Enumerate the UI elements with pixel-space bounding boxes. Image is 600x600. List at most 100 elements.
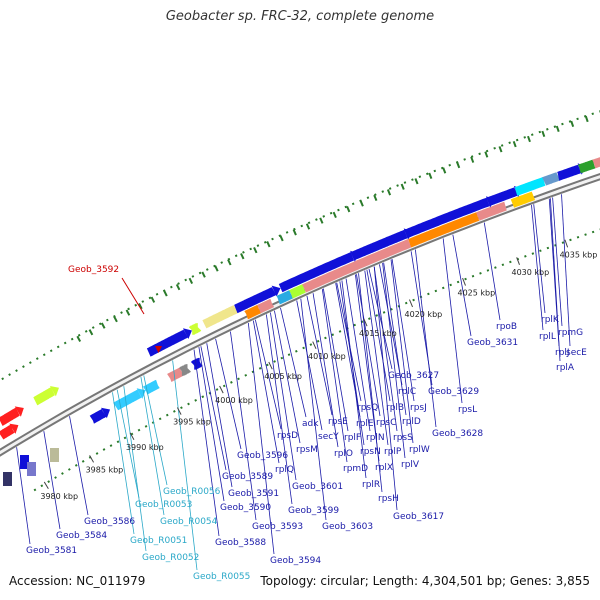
feature-block[interactable] xyxy=(257,298,275,314)
feature-label[interactable]: Geob_3594 xyxy=(270,556,321,566)
leader-line xyxy=(391,259,415,402)
feature-label[interactable]: Geob_3586 xyxy=(84,517,135,527)
leader-line xyxy=(143,375,168,486)
feature-label[interactable]: rpmG xyxy=(558,328,583,338)
feature-label[interactable]: Geob_3628 xyxy=(432,429,483,439)
feature-label[interactable]: secY xyxy=(318,432,339,442)
feature-label[interactable]: rpsJ xyxy=(410,403,427,413)
feature-block[interactable] xyxy=(146,329,188,357)
feature-block[interactable] xyxy=(27,462,36,476)
feature-label[interactable]: Geob_3601 xyxy=(292,482,343,492)
feature-block[interactable] xyxy=(592,157,600,169)
feature-block[interactable] xyxy=(557,164,582,181)
leader-line xyxy=(198,347,225,502)
feature-label[interactable]: Geob_R0054 xyxy=(160,517,218,527)
feature-block[interactable] xyxy=(476,201,507,221)
feature-block[interactable] xyxy=(302,239,412,293)
dot-ring-mark xyxy=(470,156,475,163)
feature-label[interactable]: rplJ xyxy=(555,348,570,358)
feature-label[interactable]: rplX xyxy=(375,463,393,473)
feature-block[interactable] xyxy=(179,364,191,376)
feature-block[interactable] xyxy=(20,455,29,469)
feature-block[interactable] xyxy=(577,159,596,174)
feature-label[interactable]: Geob_3631 xyxy=(467,338,518,348)
feature-label[interactable]: rplQ xyxy=(275,465,294,475)
feature-label[interactable]: Geob_3584 xyxy=(56,531,107,541)
feature-label[interactable]: Geob_3596 xyxy=(237,451,288,461)
feature-block[interactable] xyxy=(404,197,490,239)
feature-label[interactable]: rplR xyxy=(362,480,380,490)
feature-label[interactable]: Geob_R0055 xyxy=(193,572,250,582)
feature-label[interactable]: Geob_3588 xyxy=(215,538,266,548)
feature-label[interactable]: rplF xyxy=(344,433,361,443)
feature-label[interactable]: Geob_3603 xyxy=(322,522,373,532)
feature-label[interactable]: rpsL xyxy=(458,405,477,415)
feature-block[interactable] xyxy=(0,424,15,440)
feature-label[interactable]: rpsE xyxy=(328,417,348,427)
feature-block[interactable] xyxy=(33,387,55,406)
feature-label[interactable]: Geob_3589 xyxy=(222,472,273,482)
feature-label[interactable]: rpsC xyxy=(376,418,396,428)
feature-block[interactable] xyxy=(167,367,185,382)
feature-block[interactable] xyxy=(188,323,202,335)
feature-label[interactable]: Geob_3590 xyxy=(220,503,271,513)
feature-block[interactable] xyxy=(0,407,20,426)
feature-label[interactable]: Geob_3599 xyxy=(288,506,339,516)
feature-label[interactable]: rpsS xyxy=(393,433,413,443)
feature-block[interactable] xyxy=(89,409,107,424)
feature-label[interactable]: rplP xyxy=(384,447,402,457)
feature-label[interactable]: rpsN xyxy=(360,447,381,457)
tick-label: 3985 kbp xyxy=(86,465,124,474)
feature-label[interactable]: Geob_R0051 xyxy=(130,536,187,546)
feature-label[interactable]: rplW xyxy=(409,445,430,455)
feature-label[interactable]: rpsH xyxy=(378,494,399,504)
feature-label[interactable]: rplD xyxy=(402,417,421,427)
feature-label[interactable]: rpsQ xyxy=(357,403,378,413)
feature-label[interactable]: rplK xyxy=(541,315,560,325)
outer-dot-ring xyxy=(0,110,600,382)
feature-label[interactable]: rplC xyxy=(398,387,416,397)
feature-block[interactable] xyxy=(244,304,262,320)
feature-block[interactable] xyxy=(350,229,408,261)
feature-label[interactable]: rpsM xyxy=(296,445,318,455)
feature-label[interactable]: Geob_3591 xyxy=(228,489,279,499)
feature-block[interactable] xyxy=(510,191,536,208)
highlight-label[interactable]: Geob_3592 xyxy=(68,265,119,275)
feature-block[interactable] xyxy=(190,357,203,370)
feature-block[interactable] xyxy=(113,389,142,411)
feature-block[interactable] xyxy=(542,172,561,186)
feature-label[interactable]: rplN xyxy=(366,433,385,443)
feature-label[interactable]: Geob_3593 xyxy=(252,522,303,532)
feature-label[interactable]: Geob_R0053 xyxy=(135,500,192,510)
feature-label[interactable]: Geob_3627 xyxy=(388,371,439,381)
feature-label[interactable]: rpmD xyxy=(343,464,368,474)
feature-label[interactable]: secE xyxy=(566,348,587,358)
feature-label[interactable]: rpoB xyxy=(496,322,517,332)
feature-block[interactable] xyxy=(202,305,239,329)
feature-block[interactable] xyxy=(143,379,160,395)
feature-label[interactable]: rplE xyxy=(356,419,374,429)
feature-block[interactable] xyxy=(486,187,518,207)
feature-block[interactable] xyxy=(50,448,59,462)
feature-label[interactable]: rplA xyxy=(556,363,575,373)
feature-block[interactable] xyxy=(408,212,480,248)
feature-block[interactable] xyxy=(289,284,306,299)
feature-label[interactable]: adk xyxy=(302,419,319,429)
feature-label[interactable]: Geob_3617 xyxy=(393,512,444,522)
feature-block[interactable] xyxy=(276,290,294,305)
feature-label[interactable]: Geob_3581 xyxy=(26,546,77,556)
feature-label[interactable]: rpsD xyxy=(277,431,298,441)
feature-label[interactable]: rplV xyxy=(401,460,420,470)
feature-label[interactable]: Geob_3629 xyxy=(428,387,479,397)
feature-block[interactable] xyxy=(278,252,355,293)
feature-block[interactable] xyxy=(234,287,277,314)
feature-label[interactable]: rplL xyxy=(539,332,556,342)
feature-label[interactable]: Geob_R0052 xyxy=(142,553,199,563)
leader-line xyxy=(322,288,349,432)
feature-label[interactable]: rplO xyxy=(334,449,353,459)
feature-block[interactable] xyxy=(514,177,546,196)
feature-label[interactable]: rplB xyxy=(386,403,404,413)
feature-block[interactable] xyxy=(3,472,12,486)
feature-label[interactable]: Geob_R0056 xyxy=(163,487,221,497)
